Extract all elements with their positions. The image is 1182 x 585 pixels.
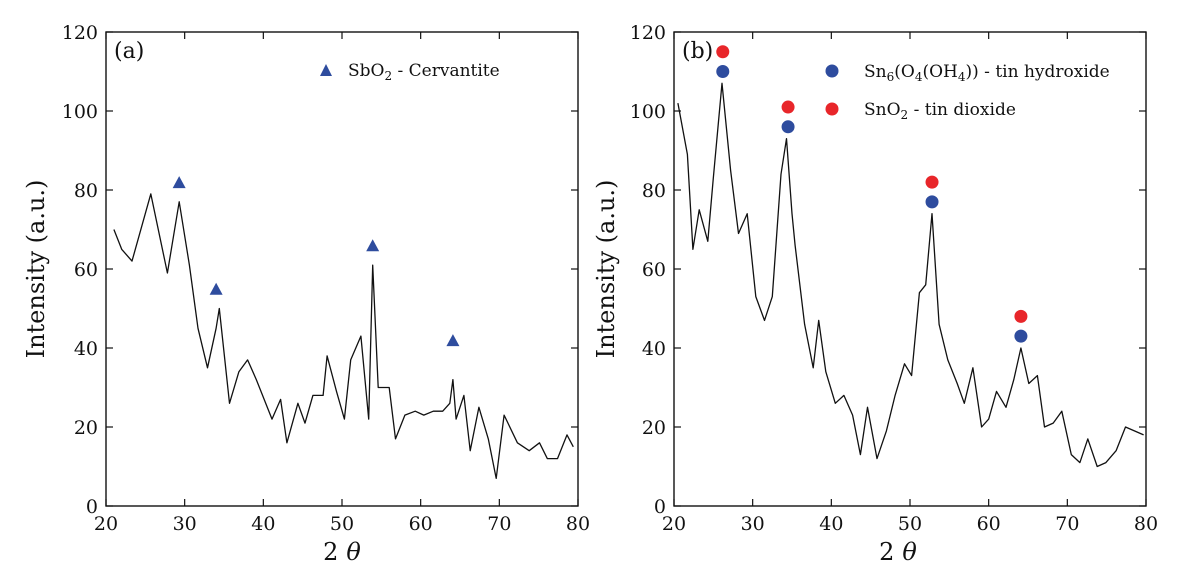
panel-b-y-tick-label: 60 (642, 259, 666, 281)
panel-b-x-axis-label-theta: θ (902, 538, 917, 566)
panel-a-x-tick-label: 80 (566, 513, 590, 535)
panel-a-peak-markers (172, 176, 460, 347)
panel-a-peak-marker (172, 176, 186, 189)
legend-cervantite-main: SbO (348, 61, 384, 81)
panel-a-x-tick-label: 70 (487, 513, 511, 535)
panel-a-x-tick-label: 20 (94, 513, 118, 535)
panel-b-peak-marker (1014, 329, 1028, 343)
panel-a-peak-marker (366, 239, 380, 252)
panel-b-x-ticks: 20 30 40 50 60 70 80 (662, 32, 1158, 535)
panel-b-x-axis-label-main: 2 (879, 538, 894, 566)
panel-b-peak-marker (925, 195, 939, 209)
panel-b-y-tick-label: 20 (642, 417, 666, 439)
legend-hydroxide-rest: )) - tin hydroxide (966, 62, 1110, 82)
panel-a-y-tick-label: 100 (62, 101, 98, 123)
panel-a-x-ticks: 20 30 40 50 60 70 80 (94, 32, 590, 535)
panel-a-y-tick-label: 20 (74, 417, 98, 439)
panel-b-peak-marker (1014, 309, 1028, 323)
panel-a-y-tick-label: 120 (62, 22, 98, 44)
panel-a-x-axis-label-theta: θ (346, 538, 361, 566)
panel-b-y-tick-label: 80 (642, 180, 666, 202)
legend-triangle-icon (320, 64, 332, 76)
panel-b-peak-marker (716, 65, 730, 78)
panel-b-label: (b) (682, 39, 713, 64)
panel-b-y-ticks: 0 20 40 60 80 100 120 (630, 22, 1146, 518)
panel-b-x-tick-label: 60 (977, 513, 1001, 535)
panel-b-peak-marker (716, 45, 730, 59)
panel-b-y-tick-label: 0 (654, 496, 666, 518)
panel-b-x-tick-label: 20 (662, 513, 686, 535)
legend-entry-tin-hydroxide: Sn6(O4(OH4)) - tin hydroxide (864, 62, 1110, 84)
panel-b-x-tick-label: 80 (1134, 513, 1158, 535)
legend-red-circle-icon (825, 102, 839, 116)
legend-cervantite-rest: - Cervantite (392, 61, 500, 81)
legend-entry-tin-dioxide: SnO2 - tin dioxide (864, 100, 1016, 122)
panel-b-x-tick-label: 50 (898, 513, 922, 535)
legend-hydroxide-mid: (O (894, 62, 915, 82)
panel-a-peak-marker (209, 282, 223, 295)
panel-b-y-axis-label: Intensity (a.u.) (592, 180, 620, 359)
panel-b-legend: Sn6(O4(OH4)) - tin hydroxide SnO2 - tin … (825, 62, 1110, 122)
legend-dioxide-sub: 2 (901, 108, 909, 122)
panel-a-x-tick-label: 30 (173, 513, 197, 535)
panel-a-y-tick-label: 40 (74, 338, 98, 360)
legend-cervantite-sub: 2 (384, 69, 392, 83)
legend-hydroxide-mid2: (OH (922, 62, 957, 82)
panel-b-y-tick-label: 40 (642, 338, 666, 360)
panel-a-peak-marker (446, 334, 460, 347)
panel-b-x-tick-label: 40 (819, 513, 843, 535)
panel-b-y-tick-label: 120 (630, 22, 666, 44)
panel-a-y-tick-label: 80 (74, 180, 98, 202)
panel-a-y-axis-label: Intensity (a.u.) (22, 180, 50, 359)
panel-a-x-tick-label: 60 (409, 513, 433, 535)
legend-hydroxide-sub3: 4 (958, 70, 966, 84)
panel-a-y-tick-label: 0 (86, 496, 98, 518)
panel-a-x-tick-label: 50 (330, 513, 354, 535)
legend-dioxide-main: SnO (864, 100, 901, 120)
legend-blue-circle-icon (825, 64, 839, 78)
panel-b-y-tick-label: 100 (630, 101, 666, 123)
panel-b-peak-marker (781, 100, 795, 114)
panel-b-x-tick-label: 70 (1055, 513, 1079, 535)
panel-b-x-tick-label: 30 (741, 513, 765, 535)
panel-b-intensity-line (677, 82, 1144, 468)
panel-a-intensity-line (113, 193, 574, 480)
legend-hydroxide-sub2: 4 (915, 70, 923, 84)
panel-b-peak-marker (781, 120, 795, 134)
panel-a-x-axis-label-main: 2 (323, 538, 338, 566)
panel-b-peak-markers (716, 45, 1028, 343)
legend-hydroxide-main: Sn (864, 62, 887, 82)
panel-a-y-tick-label: 60 (74, 259, 98, 281)
panel-a-x-tick-label: 40 (251, 513, 275, 535)
panel-b-peak-marker (925, 175, 939, 189)
panel-a-frame (105, 31, 579, 507)
legend-entry-cervantite: SbO2 - Cervantite (348, 61, 500, 83)
panel-a-y-ticks: 0 20 40 60 80 100 120 (62, 22, 578, 518)
legend-dioxide-rest: - tin dioxide (908, 100, 1016, 120)
panel-a-legend: SbO2 - Cervantite (320, 61, 500, 83)
panel-a-label: (a) (114, 39, 144, 64)
legend-hydroxide-sub: 6 (887, 70, 895, 84)
